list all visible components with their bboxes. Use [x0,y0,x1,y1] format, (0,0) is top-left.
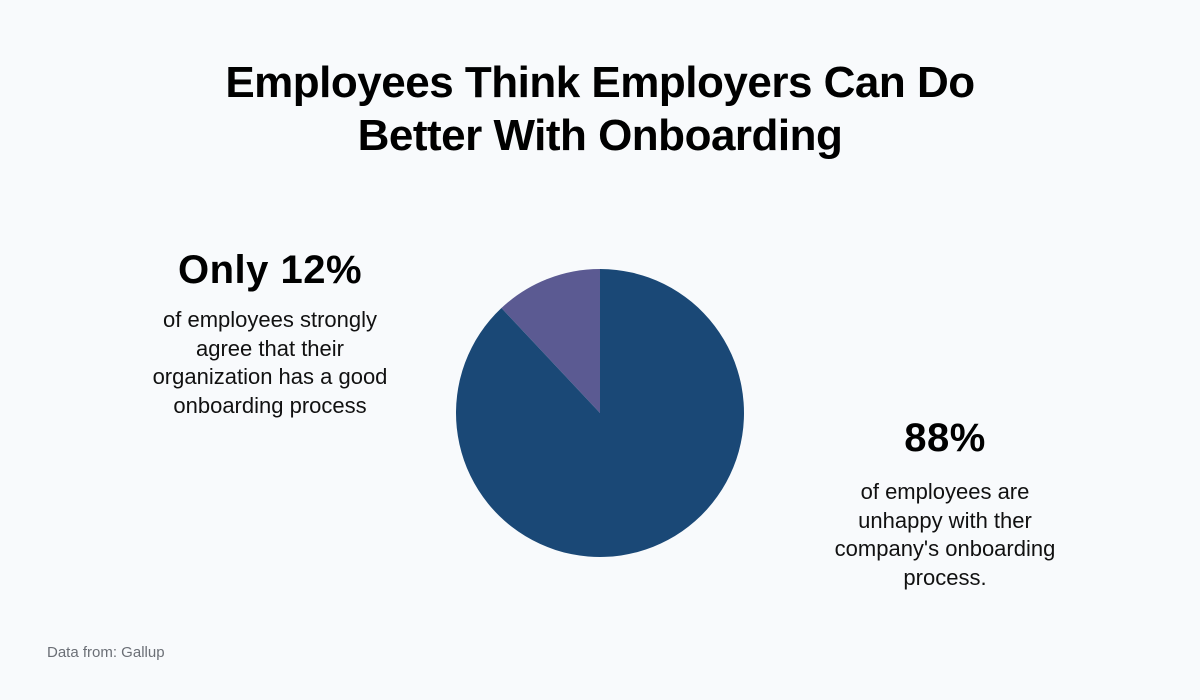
callout-88-percent: 88% of employees are unhappy with ther c… [785,414,1105,592]
pie-slice-88 [456,269,745,557]
data-source: Data from: Gallup [47,644,165,661]
chart-title-line-2: Better With Onboarding [357,111,843,160]
desc-line: company's onboarding [834,536,1056,561]
callout-description: of employees strongly agree that their o… [110,306,430,420]
chart-title-line-1: Employees Think Employers Can Do [225,58,975,107]
callout-value: 88% [904,416,986,460]
callout-value: Only 12% [177,248,363,292]
desc-line: unhappy with ther [858,507,1032,533]
desc-line: organization has a good [152,364,388,389]
desc-line: of employees are [860,479,1030,504]
desc-line: process. [903,564,987,590]
chart-title: Employees Think Employers Can Do Better … [0,56,1200,162]
callout-12-percent: Only 12% of employees strongly agree tha… [110,246,430,420]
callout-description: of employees are unhappy with ther compa… [785,478,1105,592]
desc-line: agree that their [196,335,344,361]
desc-line: of employees strongly [163,307,377,332]
pie-slice-12 [501,269,600,413]
desc-line: onboarding process [173,392,367,418]
